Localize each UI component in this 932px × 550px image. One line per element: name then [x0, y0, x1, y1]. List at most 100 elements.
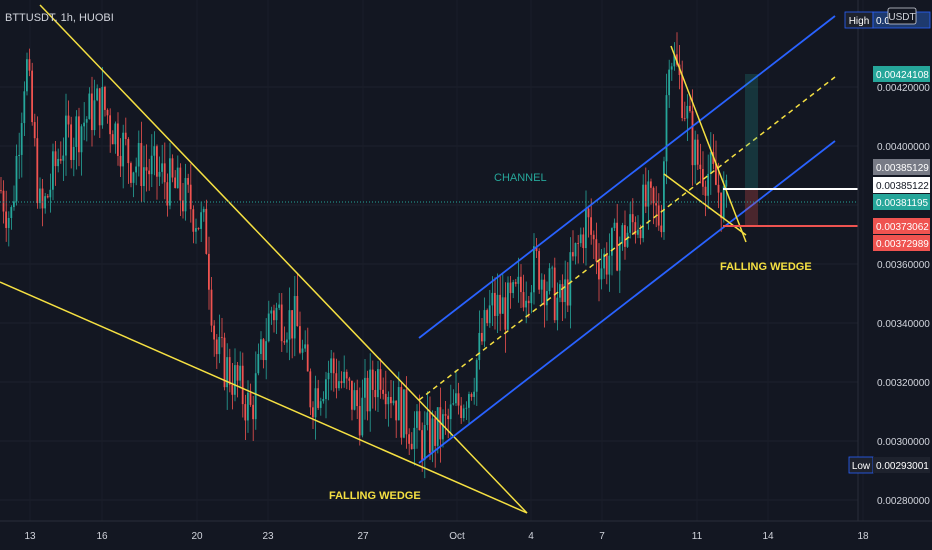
candle-body[interactable] [457, 393, 460, 406]
candle-body[interactable] [283, 341, 286, 343]
time-axis[interactable]: 13 16 20 23 27 Oct 4 7 11 14 18 [24, 531, 869, 542]
candle-body[interactable] [361, 397, 364, 436]
candle-body[interactable] [488, 305, 491, 324]
candle-body[interactable] [200, 212, 202, 229]
candle-body[interactable] [7, 217, 10, 228]
candle-body[interactable] [644, 184, 647, 207]
candle-body[interactable] [481, 332, 483, 342]
candle-body[interactable] [249, 392, 252, 405]
candle-body[interactable] [179, 167, 182, 201]
candle-body[interactable] [613, 222, 616, 229]
candle-body[interactable] [169, 158, 171, 206]
candle-body[interactable] [514, 282, 517, 284]
candle-body[interactable] [106, 109, 109, 116]
candle-body[interactable] [23, 91, 26, 124]
candle-body[interactable] [551, 267, 553, 269]
candle-body[interactable] [660, 225, 663, 233]
candle-body[interactable] [70, 124, 72, 160]
candle-body[interactable] [592, 234, 595, 240]
candle-body[interactable] [101, 86, 104, 126]
candle-body[interactable] [265, 341, 267, 361]
candle-body[interactable] [241, 365, 244, 405]
candle-body[interactable] [426, 412, 429, 426]
candle-body[interactable] [119, 155, 122, 167]
candle-body[interactable] [26, 59, 28, 92]
candle-body[interactable] [665, 95, 668, 162]
candle-body[interactable] [109, 115, 111, 135]
candle-body[interactable] [408, 434, 410, 444]
candle-body[interactable] [93, 100, 96, 131]
candle-body[interactable] [317, 388, 319, 408]
candle-body[interactable] [624, 225, 626, 247]
candle-body[interactable] [574, 243, 577, 257]
candle-body[interactable] [205, 208, 208, 254]
candle-body[interactable] [145, 167, 148, 171]
candle-body[interactable] [618, 243, 621, 271]
candle-body[interactable] [150, 155, 153, 175]
candle-body[interactable] [470, 394, 473, 397]
currency-button[interactable]: USDT [887, 7, 917, 25]
candle-series[interactable] [0, 32, 728, 479]
candle-body[interactable] [364, 377, 366, 398]
candle-body[interactable] [319, 401, 322, 408]
candle-body[interactable] [312, 407, 314, 418]
candle-body[interactable] [517, 276, 520, 284]
candle-body[interactable] [83, 122, 85, 127]
candle-body[interactable] [709, 152, 712, 174]
candle-body[interactable] [309, 371, 312, 408]
candle-body[interactable] [691, 111, 694, 166]
candle-body[interactable] [543, 279, 546, 306]
candle-body[interactable] [559, 284, 561, 298]
candle-body[interactable] [174, 177, 176, 188]
candle-body[interactable] [335, 373, 338, 389]
candle-body[interactable] [535, 246, 538, 252]
candle-body[interactable] [423, 425, 426, 460]
candle-body[interactable] [291, 310, 293, 339]
candle-body[interactable] [655, 203, 657, 206]
candle-body[interactable] [231, 384, 234, 395]
candle-body[interactable] [702, 169, 704, 187]
falling-wedge-2-lower-line[interactable] [663, 173, 747, 236]
candle-body[interactable] [325, 379, 327, 400]
candle-body[interactable] [374, 389, 377, 398]
candle-body[interactable] [561, 284, 564, 303]
candle-body[interactable] [657, 205, 660, 226]
candle-body[interactable] [533, 246, 535, 293]
candle-body[interactable] [442, 414, 444, 440]
candle-body[interactable] [496, 294, 499, 316]
channel-mid-line[interactable] [418, 76, 836, 401]
candle-body[interactable] [681, 75, 683, 118]
candle-body[interactable] [715, 163, 717, 185]
drawing-tools[interactable] [0, 4, 836, 514]
candle-body[interactable] [187, 178, 189, 185]
candle-body[interactable] [62, 155, 65, 161]
candle-body[interactable] [605, 253, 608, 275]
candle-body[interactable] [377, 369, 379, 398]
candle-body[interactable] [127, 139, 130, 164]
candle-body[interactable] [413, 427, 416, 450]
candle-body[interactable] [228, 357, 231, 385]
candle-body[interactable] [192, 209, 195, 232]
candle-body[interactable] [468, 394, 470, 408]
candle-body[interactable] [36, 138, 39, 204]
candle-body[interactable] [257, 353, 260, 374]
candle-body[interactable] [332, 358, 335, 374]
candle-body[interactable] [522, 292, 525, 308]
candle-body[interactable] [117, 123, 119, 156]
candle-body[interactable] [244, 404, 247, 421]
candle-body[interactable] [0, 190, 2, 192]
candle-body[interactable] [699, 164, 702, 170]
candle-body[interactable] [707, 173, 709, 196]
candle-body[interactable] [5, 211, 7, 228]
candle-body[interactable] [616, 222, 618, 271]
candle-body[interactable] [569, 252, 572, 306]
candle-body[interactable] [538, 251, 540, 290]
candle-body[interactable] [462, 408, 465, 418]
candle-body[interactable] [429, 412, 431, 453]
candle-body[interactable] [2, 190, 5, 212]
candle-body[interactable] [163, 163, 166, 183]
candle-body[interactable] [637, 229, 639, 235]
candle-body[interactable] [720, 192, 722, 219]
candle-body[interactable] [137, 143, 140, 167]
candle-body[interactable] [546, 291, 548, 306]
